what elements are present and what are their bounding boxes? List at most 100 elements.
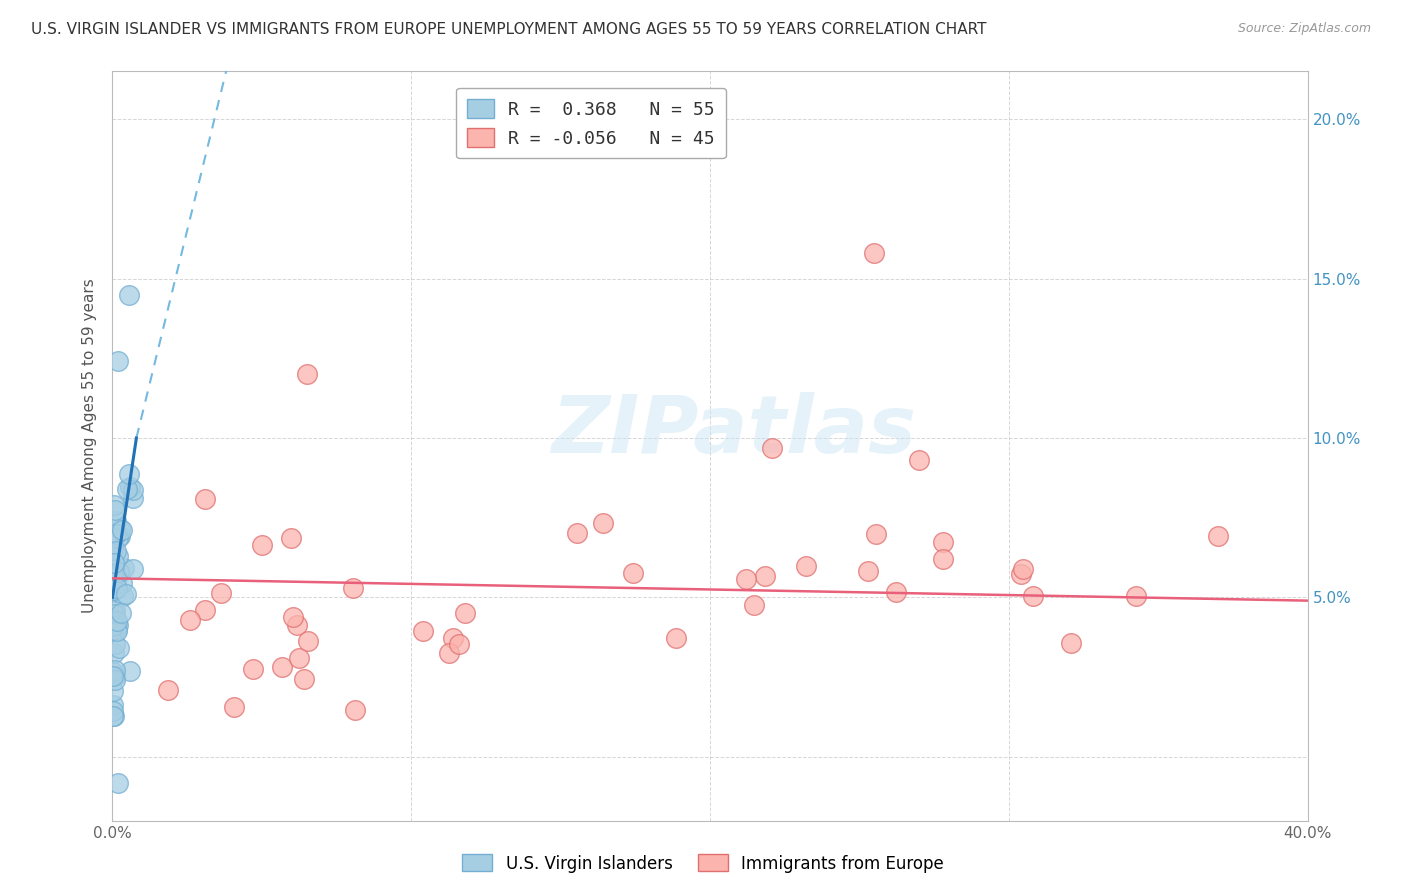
Point — [101, 684, 124, 698]
Point — [122, 491, 145, 505]
Point — [105, 570, 128, 584]
Point — [103, 673, 125, 687]
Point — [111, 523, 134, 537]
Point — [101, 709, 124, 723]
Point — [115, 483, 138, 497]
Point — [103, 646, 125, 660]
Point — [209, 586, 232, 600]
Point — [412, 624, 434, 638]
Point — [101, 541, 124, 556]
Point — [112, 589, 135, 603]
Text: U.S. VIRGIN ISLANDER VS IMMIGRANTS FROM EUROPE UNEMPLOYMENT AMONG AGES 55 TO 59 : U.S. VIRGIN ISLANDER VS IMMIGRANTS FROM … — [31, 22, 987, 37]
Point — [103, 698, 125, 712]
Point — [665, 631, 688, 645]
Point — [107, 531, 129, 545]
Point — [103, 582, 125, 597]
Point — [122, 562, 145, 576]
Point — [108, 641, 131, 656]
Point — [342, 581, 364, 595]
Point — [863, 246, 886, 260]
Point — [101, 669, 124, 683]
Point — [295, 368, 318, 382]
Point — [437, 646, 460, 660]
Point — [449, 637, 471, 651]
Point — [1125, 589, 1147, 603]
Legend: R =  0.368   N = 55, R = -0.056   N = 45: R = 0.368 N = 55, R = -0.056 N = 45 — [456, 88, 725, 159]
Point — [114, 561, 136, 575]
Point — [108, 522, 131, 536]
Point — [104, 544, 127, 558]
Point — [107, 549, 129, 563]
Point — [285, 618, 308, 632]
Point — [110, 606, 132, 620]
Point — [287, 651, 309, 665]
Point — [103, 663, 125, 677]
Point — [108, 565, 131, 579]
Point — [735, 573, 758, 587]
Point — [621, 566, 644, 581]
Point — [761, 441, 783, 455]
Point — [1206, 529, 1229, 543]
Point — [104, 669, 127, 683]
Point — [1060, 636, 1083, 650]
Point — [103, 582, 125, 597]
Point — [856, 564, 879, 578]
Point — [297, 634, 319, 648]
Point — [179, 613, 201, 627]
Point — [292, 672, 315, 686]
Point — [592, 516, 614, 531]
Point — [120, 664, 142, 678]
Point — [105, 614, 128, 628]
Point — [103, 525, 125, 540]
Point — [118, 287, 141, 301]
Point — [105, 581, 128, 595]
Point — [250, 538, 273, 552]
Point — [107, 354, 129, 368]
Point — [107, 617, 129, 632]
Point — [103, 619, 125, 633]
Point — [118, 467, 141, 481]
Point — [1021, 590, 1043, 604]
Point — [283, 610, 305, 624]
Point — [103, 556, 125, 570]
Point — [1010, 567, 1032, 582]
Point — [193, 603, 215, 617]
Point — [101, 569, 124, 583]
Point — [104, 514, 127, 528]
Point — [107, 776, 129, 790]
Point — [908, 453, 931, 467]
Point — [865, 527, 887, 541]
Point — [105, 624, 128, 639]
Point — [103, 498, 125, 512]
Point — [454, 607, 477, 621]
Point — [104, 612, 127, 626]
Point — [104, 603, 127, 617]
Point — [120, 480, 142, 494]
Point — [157, 683, 180, 698]
Point — [343, 704, 366, 718]
Point — [111, 575, 134, 590]
Point — [242, 662, 264, 676]
Point — [105, 622, 128, 636]
Point — [103, 607, 125, 622]
Point — [754, 569, 776, 583]
Point — [742, 598, 765, 612]
Point — [931, 534, 953, 549]
Point — [101, 704, 124, 718]
Point — [565, 525, 588, 540]
Point — [194, 491, 217, 506]
Point — [115, 587, 138, 601]
Point — [110, 528, 132, 542]
Point — [103, 665, 125, 680]
Legend: U.S. Virgin Islanders, Immigrants from Europe: U.S. Virgin Islanders, Immigrants from E… — [456, 847, 950, 880]
Point — [932, 552, 955, 566]
Point — [103, 708, 125, 723]
Point — [441, 631, 464, 645]
Point — [270, 660, 292, 674]
Text: ZIPatlas: ZIPatlas — [551, 392, 917, 470]
Point — [280, 531, 302, 545]
Y-axis label: Unemployment Among Ages 55 to 59 years: Unemployment Among Ages 55 to 59 years — [82, 278, 97, 614]
Point — [884, 585, 907, 599]
Point — [1012, 562, 1035, 576]
Point — [794, 558, 817, 573]
